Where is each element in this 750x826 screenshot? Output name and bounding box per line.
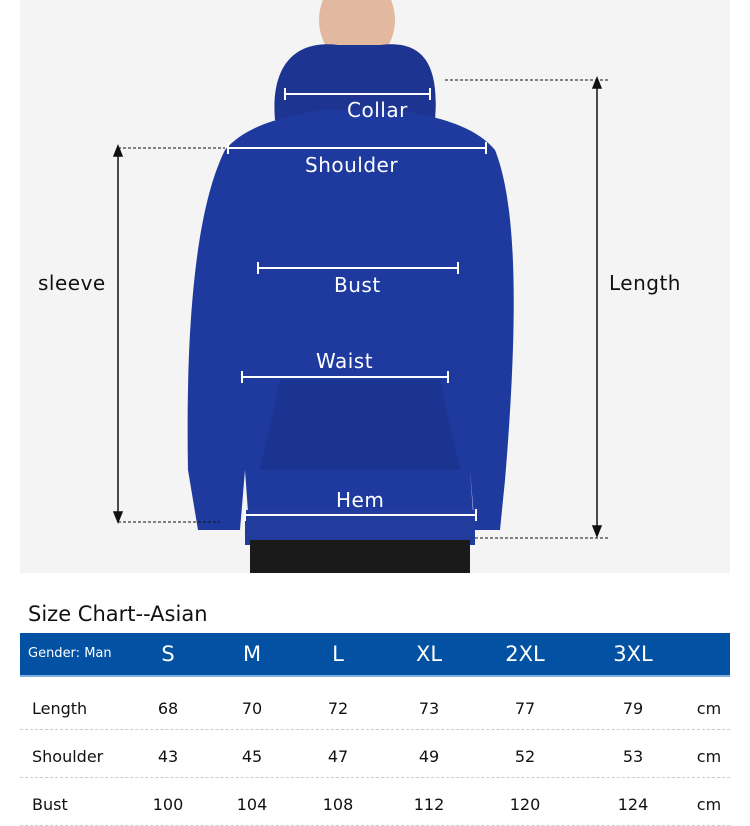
collar-label: Collar xyxy=(347,98,408,122)
gender-label: Gender: Man xyxy=(28,646,112,661)
row-value: 47 xyxy=(327,747,349,766)
row-value: 45 xyxy=(241,747,263,766)
row-value: 49 xyxy=(418,747,440,766)
row-value: 79 xyxy=(622,699,644,718)
hem-label: Hem xyxy=(336,488,385,512)
row-value: 70 xyxy=(241,699,263,718)
bust-label: Bust xyxy=(334,273,381,297)
row-value: 100 xyxy=(152,795,184,814)
size-header: S xyxy=(161,642,175,666)
row-unit: cm xyxy=(696,795,722,814)
row-value: 43 xyxy=(157,747,179,766)
size-header: M xyxy=(242,642,262,666)
sleeve-label: sleeve xyxy=(38,271,106,295)
row-value: 120 xyxy=(509,795,541,814)
size-header: 3XL xyxy=(613,642,653,666)
size-chart-title: Size Chart--Asian xyxy=(28,602,208,626)
row-unit: cm xyxy=(696,699,722,718)
row-name: Length xyxy=(32,699,88,718)
length-label: Length xyxy=(609,271,681,295)
size-chart-header: Gender: Man S M L XL 2XL 3XL xyxy=(20,633,730,677)
table-row: Length 68 70 72 73 77 79 cm xyxy=(20,681,730,730)
row-name: Bust xyxy=(32,795,68,814)
table-row: Bust 100 104 108 112 120 124 cm xyxy=(20,777,730,826)
row-value: 104 xyxy=(236,795,268,814)
size-header: XL xyxy=(415,642,443,666)
row-value: 72 xyxy=(327,699,349,718)
row-unit: cm xyxy=(696,747,722,766)
hoodie-illustration xyxy=(112,0,608,573)
row-name: Shoulder xyxy=(32,747,104,766)
shoulder-label: Shoulder xyxy=(305,153,399,177)
row-value: 77 xyxy=(514,699,536,718)
size-header: L xyxy=(332,642,344,666)
row-value: 124 xyxy=(617,795,649,814)
row-value: 52 xyxy=(514,747,536,766)
product-photo: Collar Shoulder Bust Waist Hem sleeve Le… xyxy=(20,0,730,573)
table-row: Shoulder 43 45 47 49 52 53 cm xyxy=(20,729,730,778)
row-value: 108 xyxy=(322,795,354,814)
size-header: 2XL xyxy=(505,642,545,666)
row-value: 112 xyxy=(413,795,445,814)
row-value: 73 xyxy=(418,699,440,718)
row-value: 53 xyxy=(622,747,644,766)
waist-label: Waist xyxy=(316,349,374,373)
row-value: 68 xyxy=(157,699,179,718)
